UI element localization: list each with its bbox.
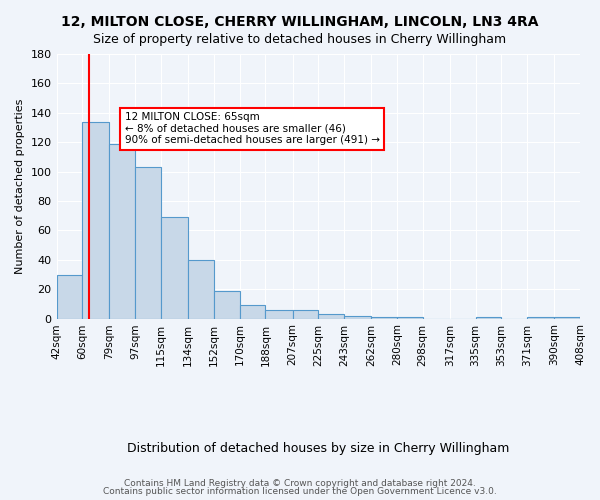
Bar	[293, 310, 318, 318]
Y-axis label: Number of detached properties: Number of detached properties	[15, 98, 25, 274]
Text: 12, MILTON CLOSE, CHERRY WILLINGHAM, LINCOLN, LN3 4RA: 12, MILTON CLOSE, CHERRY WILLINGHAM, LIN…	[61, 15, 539, 29]
Bar	[265, 310, 293, 318]
Bar	[318, 314, 344, 318]
Bar	[188, 260, 214, 318]
Bar	[344, 316, 371, 318]
X-axis label: Distribution of detached houses by size in Cherry Willingham: Distribution of detached houses by size …	[127, 442, 509, 455]
Bar	[109, 144, 135, 318]
Bar	[554, 317, 580, 318]
Bar	[397, 317, 422, 318]
Bar	[580, 316, 600, 318]
Bar	[476, 317, 502, 318]
Text: Contains public sector information licensed under the Open Government Licence v3: Contains public sector information licen…	[103, 487, 497, 496]
Text: 12 MILTON CLOSE: 65sqm
← 8% of detached houses are smaller (46)
90% of semi-deta: 12 MILTON CLOSE: 65sqm ← 8% of detached …	[125, 112, 380, 146]
Bar	[527, 317, 554, 318]
Bar	[371, 317, 397, 318]
Bar	[239, 306, 265, 318]
Bar	[214, 290, 239, 318]
Text: Contains HM Land Registry data © Crown copyright and database right 2024.: Contains HM Land Registry data © Crown c…	[124, 478, 476, 488]
Bar	[56, 274, 82, 318]
Text: Size of property relative to detached houses in Cherry Willingham: Size of property relative to detached ho…	[94, 32, 506, 46]
Bar	[82, 122, 109, 318]
Bar	[161, 217, 188, 318]
Bar	[135, 167, 161, 318]
